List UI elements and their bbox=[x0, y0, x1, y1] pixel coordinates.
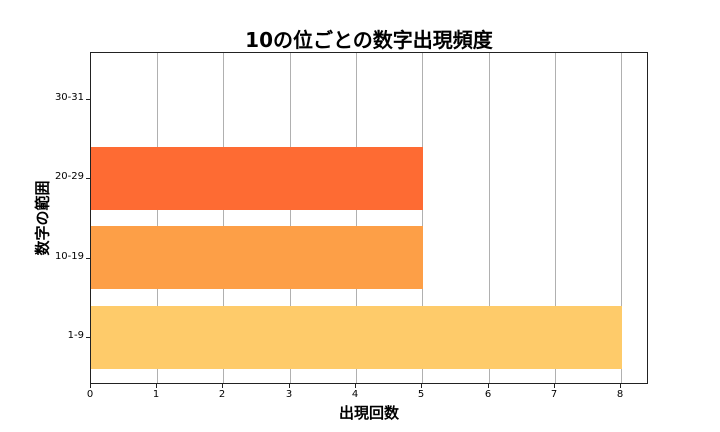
x-tick bbox=[421, 384, 422, 388]
gridline-x-2 bbox=[223, 53, 224, 383]
y-tick bbox=[86, 99, 90, 100]
x-tick-label: 4 bbox=[351, 389, 359, 400]
gridline-x-5 bbox=[422, 53, 423, 383]
gridline-x-4 bbox=[356, 53, 357, 383]
y-tick-label-30-31: 30-31 bbox=[54, 92, 84, 103]
plot-area bbox=[90, 52, 648, 384]
x-tick bbox=[289, 384, 290, 388]
y-tick-label-1-9: 1-9 bbox=[67, 330, 84, 341]
x-tick bbox=[90, 384, 91, 388]
gridline-x-1 bbox=[157, 53, 158, 383]
x-axis-title: 出現回数 bbox=[338, 404, 399, 422]
gridline-x-8 bbox=[621, 53, 622, 383]
x-tick-label: 2 bbox=[218, 389, 226, 400]
x-tick-label: 3 bbox=[285, 389, 293, 400]
bar-10-19 bbox=[91, 226, 423, 289]
y-tick-label-20-29: 20-29 bbox=[54, 171, 84, 182]
y-tick bbox=[86, 178, 90, 179]
x-tick bbox=[488, 384, 489, 388]
gridline-x-6 bbox=[489, 53, 490, 383]
x-tick bbox=[620, 384, 621, 388]
x-tick bbox=[156, 384, 157, 388]
x-tick-label: 8 bbox=[616, 389, 624, 400]
x-tick-label: 5 bbox=[417, 389, 425, 400]
x-tick-label: 0 bbox=[86, 389, 94, 400]
y-tick-label-10-19: 10-19 bbox=[54, 251, 84, 262]
x-tick-label: 7 bbox=[550, 389, 558, 400]
chart-title: 10の位ごとの数字出現頻度 bbox=[245, 28, 493, 52]
bar-1-9 bbox=[91, 306, 622, 369]
x-tick-label: 1 bbox=[152, 389, 160, 400]
y-tick bbox=[86, 258, 90, 259]
gridline-x-3 bbox=[290, 53, 291, 383]
y-axis-title: 数字の範囲 bbox=[33, 180, 52, 256]
y-tick bbox=[86, 337, 90, 338]
x-tick bbox=[355, 384, 356, 388]
gridline-x-7 bbox=[555, 53, 556, 383]
x-tick-label: 6 bbox=[484, 389, 492, 400]
bar-20-29 bbox=[91, 147, 423, 210]
x-tick bbox=[222, 384, 223, 388]
x-tick bbox=[554, 384, 555, 388]
